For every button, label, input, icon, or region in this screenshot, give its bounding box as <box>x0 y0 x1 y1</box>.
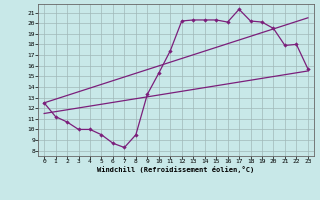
X-axis label: Windchill (Refroidissement éolien,°C): Windchill (Refroidissement éolien,°C) <box>97 166 255 173</box>
